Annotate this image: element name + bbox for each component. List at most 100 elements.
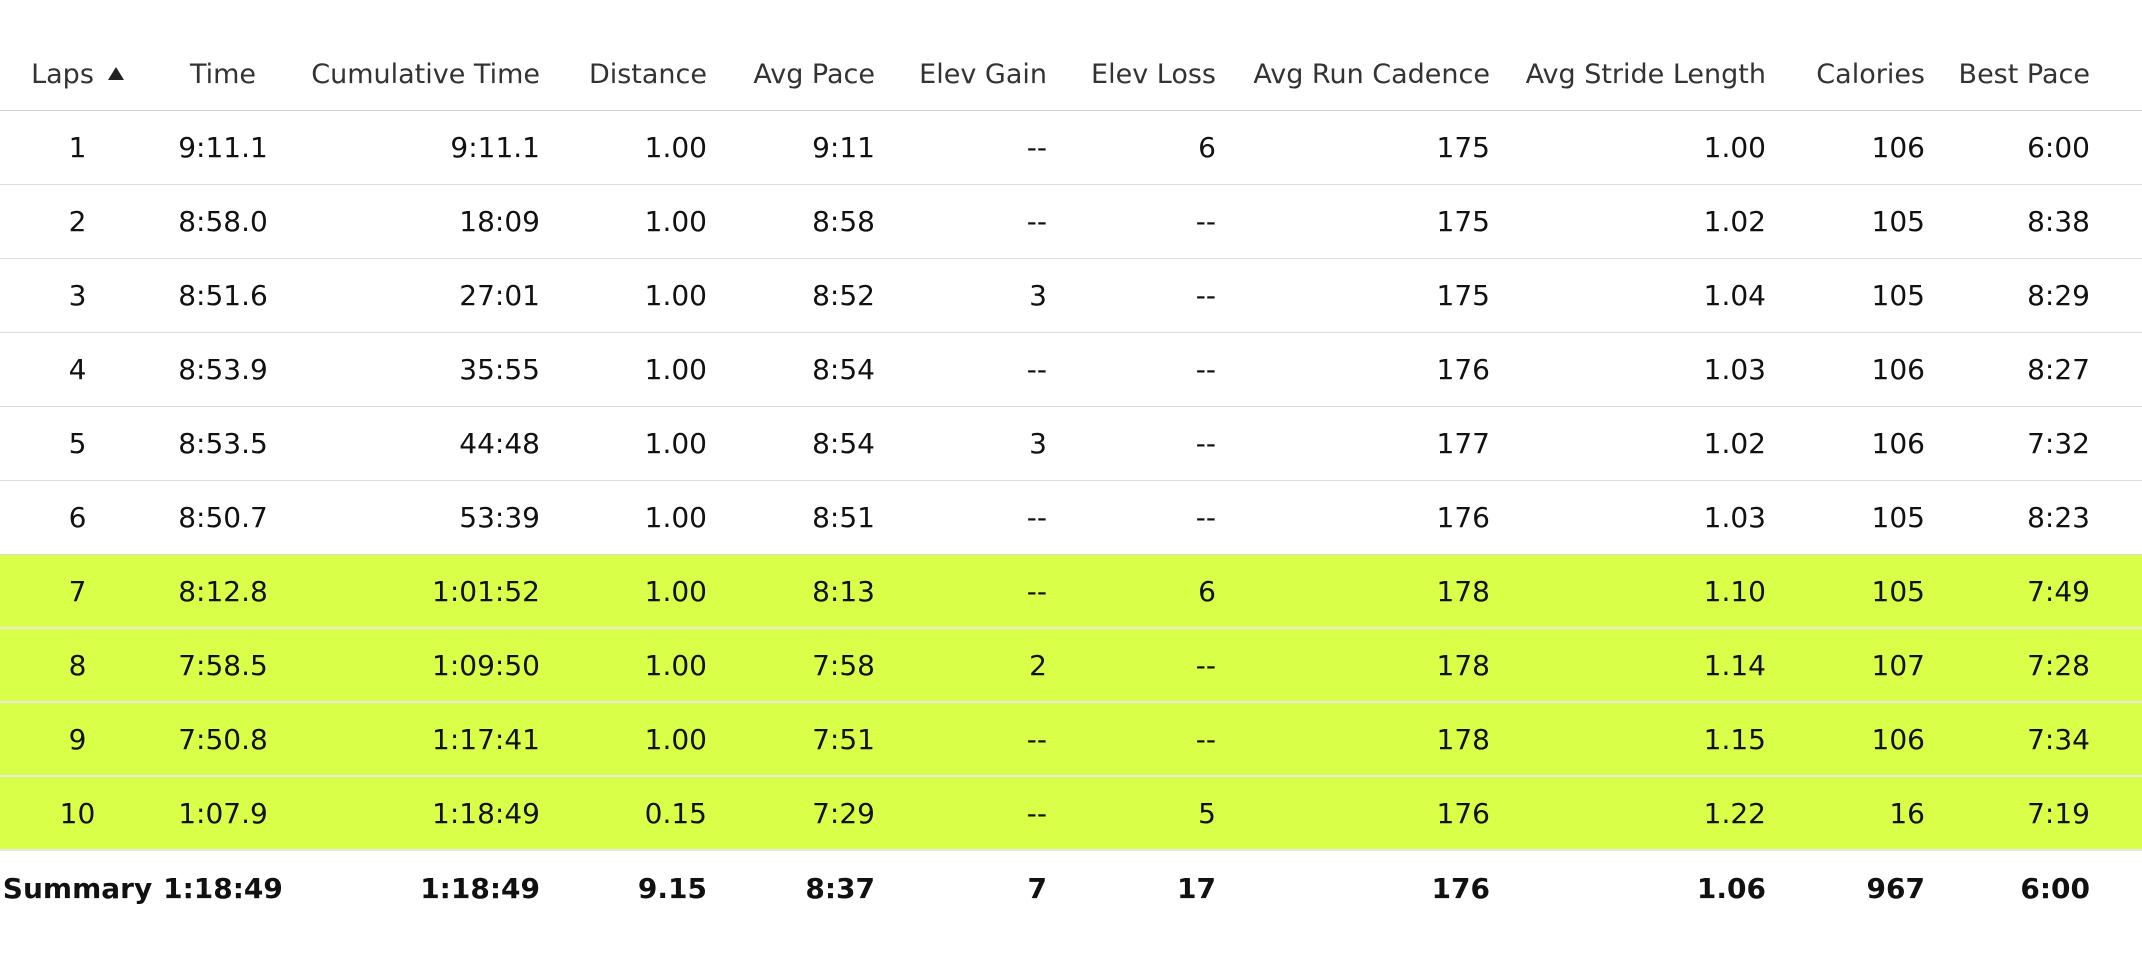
cell-cumulative-time: 35:55 (459, 353, 540, 386)
cell-best-pace: 7:19 (2027, 796, 2090, 830)
cell-distance: 1.00 (644, 574, 707, 608)
cell-elev-gain: -- (1026, 131, 1047, 164)
cell-lap-number: 4 (68, 353, 87, 386)
cell-avg-stride-length: 1.03 (1703, 501, 1766, 534)
cell-elev-loss: -- (1195, 427, 1216, 460)
cell-elev-loss: -- (1195, 205, 1216, 238)
cell-avg-stride-length: 1.15 (1703, 722, 1766, 756)
cell-elev-gain: -- (1026, 574, 1047, 608)
cell-best-pace: 7:34 (2027, 722, 2090, 756)
table-row[interactable]: 7 8:12.8 1:01:52 1.00 8:13 -- 6 178 1.10 105 7:49 (0, 555, 2142, 629)
cell-calories: 106 (1871, 131, 1925, 164)
cell-avg-run-cadence: 175 (1436, 205, 1490, 238)
column-header-elev-gain[interactable]: Elev Gain (919, 58, 1047, 90)
cell-time: 8:53.9 (178, 353, 268, 386)
column-header-distance[interactable]: Distance (588, 58, 707, 90)
table-row[interactable]: 8 7:58.5 1:09:50 1.00 7:58 2 -- 178 1.14 107 7:28 (0, 629, 2142, 703)
cell-avg-run-cadence: 176 (1436, 353, 1490, 386)
summary-avg-stride-length: 1.06 (1696, 871, 1766, 905)
cell-best-pace: 7:32 (2027, 427, 2090, 460)
column-header-elev-loss[interactable]: Elev Loss (1091, 58, 1216, 90)
cell-avg-pace: 7:29 (812, 796, 875, 830)
table-row[interactable]: 2 8:58.0 18:09 1.00 8:58 -- -- 175 1.02 105 8:38 (0, 185, 2142, 259)
column-header-laps[interactable]: Laps (0, 59, 155, 90)
cell-avg-pace: 7:51 (812, 722, 875, 756)
table-row[interactable]: 5 8:53.5 44:48 1.00 8:54 3 -- 177 1.02 106 7:32 (0, 407, 2142, 481)
cell-cumulative-time: 53:39 (459, 501, 540, 534)
cell-time: 7:58.5 (178, 648, 268, 682)
cell-time: 8:12.8 (178, 574, 268, 608)
table-row[interactable]: 6 8:50.7 53:39 1.00 8:51 -- -- 176 1.03 105 8:23 (0, 481, 2142, 555)
cell-lap-number: 7 (68, 574, 87, 608)
cell-avg-run-cadence: 177 (1436, 427, 1490, 460)
cell-time: 8:58.0 (178, 205, 268, 238)
cell-avg-run-cadence: 176 (1436, 501, 1490, 534)
cell-time: 8:51.6 (178, 279, 268, 312)
cell-avg-run-cadence: 175 (1436, 131, 1490, 164)
cell-distance: 0.15 (644, 796, 707, 830)
table-row[interactable]: 9 7:50.8 1:17:41 1.00 7:51 -- -- 178 1.15 106 7:34 (0, 703, 2142, 777)
summary-label: Summary (2, 871, 153, 905)
table-row[interactable]: 3 8:51.6 27:01 1.00 8:52 3 -- 175 1.04 105 8:29 (0, 259, 2142, 333)
summary-cumulative-time: 1:18:49 (420, 871, 540, 905)
cell-lap-number: 1 (68, 131, 87, 164)
cell-elev-gain: -- (1026, 501, 1047, 534)
cell-avg-run-cadence: 176 (1436, 796, 1490, 830)
cell-elev-gain: 2 (1029, 648, 1047, 682)
cell-elev-loss: -- (1195, 353, 1216, 386)
summary-elev-loss: 17 (1177, 871, 1216, 905)
cell-cumulative-time: 27:01 (459, 279, 540, 312)
cell-calories: 105 (1871, 501, 1925, 534)
cell-calories: 105 (1871, 279, 1925, 312)
cell-calories: 107 (1871, 648, 1925, 682)
column-header-avg-run-cadence[interactable]: Avg Run Cadence (1253, 58, 1490, 90)
cell-distance: 1.00 (644, 722, 707, 756)
cell-distance: 1.00 (644, 427, 707, 460)
cell-elev-gain: -- (1026, 353, 1047, 386)
column-header-cumulative-time[interactable]: Cumulative Time (311, 58, 540, 90)
column-header-calories[interactable]: Calories (1816, 58, 1925, 90)
cell-elev-loss: 6 (1198, 574, 1216, 608)
summary-best-pace: 6:00 (2020, 871, 2090, 905)
cell-avg-pace: 8:54 (812, 353, 875, 386)
cell-distance: 1.00 (644, 131, 707, 164)
table-row[interactable]: 10 1:07.9 1:18:49 0.15 7:29 -- 5 176 1.22 16 7:19 (0, 777, 2142, 851)
cell-lap-number: 2 (68, 205, 87, 238)
cell-elev-loss: -- (1195, 501, 1216, 534)
summary-calories: 967 (1866, 871, 1925, 905)
cell-avg-pace: 8:58 (812, 205, 875, 238)
cell-best-pace: 7:28 (2027, 648, 2090, 682)
cell-elev-loss: 5 (1198, 796, 1216, 830)
cell-avg-stride-length: 1.02 (1703, 427, 1766, 460)
sort-ascending-icon[interactable] (107, 66, 124, 80)
cell-distance: 1.00 (644, 501, 707, 534)
cell-avg-pace: 8:54 (812, 427, 875, 460)
summary-elev-gain: 7 (1027, 871, 1047, 905)
table-row[interactable]: 1 9:11.1 9:11.1 1.00 9:11 -- 6 175 1.00 106 6:00 (0, 111, 2142, 185)
cell-cumulative-time: 1:01:52 (432, 574, 540, 608)
column-header-avg-pace[interactable]: Avg Pace (753, 58, 875, 90)
cell-best-pace: 8:29 (2027, 279, 2090, 312)
cell-distance: 1.00 (644, 648, 707, 682)
cell-avg-stride-length: 1.14 (1703, 648, 1766, 682)
column-header-avg-stride-length[interactable]: Avg Stride Length (1525, 58, 1766, 90)
cell-lap-number: 5 (68, 427, 87, 460)
cell-avg-pace: 7:58 (812, 648, 875, 682)
cell-avg-stride-length: 1.04 (1703, 279, 1766, 312)
column-header-best-pace[interactable]: Best Pace (1958, 58, 2090, 90)
cell-avg-stride-length: 1.10 (1703, 574, 1766, 608)
cell-lap-number: 3 (68, 279, 87, 312)
cell-elev-gain: -- (1026, 796, 1047, 830)
cell-best-pace: 8:23 (2027, 501, 2090, 534)
cell-best-pace: 8:27 (2027, 353, 2090, 386)
cell-lap-number: 6 (68, 501, 87, 534)
column-header-time[interactable]: Time (189, 58, 257, 90)
table-row[interactable]: 4 8:53.9 35:55 1.00 8:54 -- -- 176 1.03 106 8:27 (0, 333, 2142, 407)
cell-elev-loss: 6 (1198, 131, 1216, 164)
cell-lap-number: 8 (68, 648, 87, 682)
cell-best-pace: 8:38 (2027, 205, 2090, 238)
summary-row: Summary 1:18:49 1:18:49 9.15 8:37 7 17 1… (0, 851, 2142, 925)
cell-distance: 1.00 (644, 279, 707, 312)
cell-best-pace: 6:00 (2027, 131, 2090, 164)
summary-avg-pace: 8:37 (805, 871, 875, 905)
